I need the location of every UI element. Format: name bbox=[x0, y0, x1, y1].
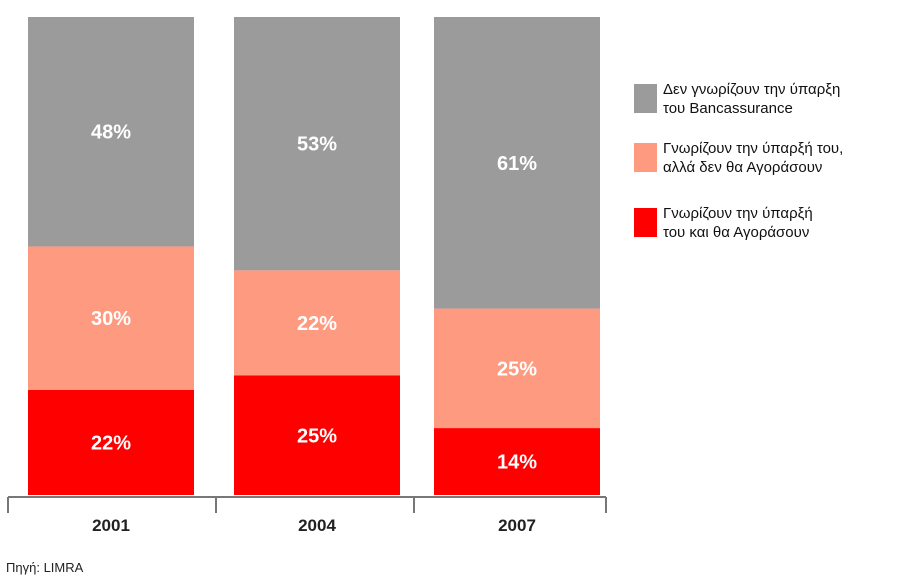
legend-swatch bbox=[634, 208, 657, 237]
data-label-2001-s2: 48% bbox=[91, 122, 131, 144]
data-label-2004-s0: 25% bbox=[297, 425, 337, 447]
category-label-2001: 2001 bbox=[92, 516, 130, 535]
legend-entry: Γνωρίζουν την ύπαρξή του και θα Αγοράσουν bbox=[663, 205, 813, 241]
data-label-2004-s2: 53% bbox=[297, 134, 337, 156]
category-label-2004: 2004 bbox=[298, 516, 336, 535]
bar-segment-2007-s0 bbox=[434, 428, 600, 495]
legend-entry: Δεν γνωρίζουν την ύπαρξη του Bancassuranc… bbox=[663, 81, 840, 117]
bar-segment-2007-s1 bbox=[434, 308, 600, 429]
x-axis bbox=[7, 496, 607, 513]
legend-entry: Γνωρίζουν την ύπαρξή του, αλλά δεν θα Αγο… bbox=[663, 140, 843, 176]
bar-segment-2007-s2 bbox=[434, 17, 600, 309]
bars bbox=[28, 17, 600, 495]
category-label-2007: 2007 bbox=[498, 516, 536, 535]
segment-labels: 22% 30% 48% 25% 22% 53% 14% 25% 61% bbox=[91, 122, 537, 474]
legend-swatch bbox=[634, 84, 657, 113]
bar-segment-2004-s0 bbox=[234, 375, 400, 495]
source-note: Πηγή: LIMRA bbox=[6, 560, 84, 575]
data-label-2001-s1: 30% bbox=[91, 308, 131, 330]
bar-segment-2001-s0 bbox=[28, 389, 194, 495]
bar-segment-2001-s1 bbox=[28, 246, 194, 390]
bar-segment-2001-s2 bbox=[28, 17, 194, 247]
data-label-2007-s0: 14% bbox=[497, 452, 537, 474]
data-label-2004-s1: 22% bbox=[297, 313, 337, 335]
bar-segment-2004-s2 bbox=[234, 17, 400, 271]
category-labels: 2001 2004 2007 bbox=[92, 516, 536, 535]
legend: Δεν γνωρίζουν την ύπαρξη του Bancassuranc… bbox=[634, 81, 843, 241]
data-label-2001-s0: 22% bbox=[91, 432, 131, 454]
data-label-2007-s1: 25% bbox=[497, 358, 537, 380]
legend-swatch bbox=[634, 143, 657, 172]
data-label-2007-s2: 61% bbox=[497, 153, 537, 175]
bar-segment-2004-s1 bbox=[234, 270, 400, 376]
